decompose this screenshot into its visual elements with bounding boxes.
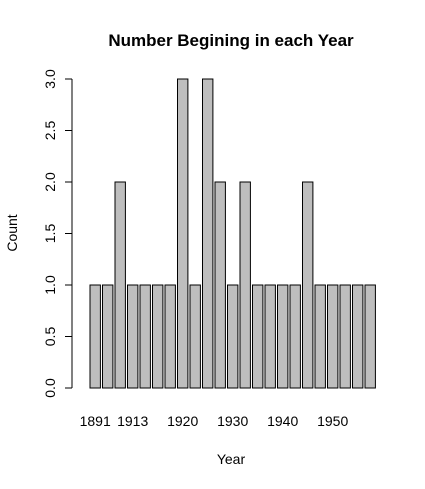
x-tick-label: 1891 [80,413,111,429]
bar [264,284,276,389]
bar [102,284,114,389]
bar [227,284,239,389]
x-tick-label: 1940 [267,413,298,429]
y-axis-label: Count [4,214,20,251]
y-tick-label: 0.0 [42,378,58,398]
y-tick-label: 0.5 [42,327,58,347]
bar [364,284,376,389]
bar [189,284,201,389]
x-tick-label: 1950 [317,413,348,429]
y-tick-label: 2.0 [42,172,58,192]
x-tick-label: 1920 [167,413,198,429]
bar [202,78,214,389]
bar [177,78,189,389]
bar [139,284,151,389]
bar [127,284,139,389]
bar [214,181,226,389]
bar [239,181,251,389]
x-tick-labels: 1891 1913 1920 1930 1940 1950 [80,413,349,429]
x-tick-label: 1913 [117,413,148,429]
bar [164,284,176,389]
x-axis-label: Year [217,451,246,467]
bar [114,181,126,389]
bar [339,284,351,389]
x-tick-label: 1930 [217,413,248,429]
bars-group [89,78,376,389]
bar [289,284,301,389]
y-tick-label: 2.5 [42,121,58,141]
y-axis: 0.0 0.5 1.0 1.5 2.0 2.5 3.0 [42,69,73,398]
y-tick-label: 1.0 [42,275,58,295]
bar [152,284,164,389]
chart-title: Number Begining in each Year [108,31,354,50]
bar [252,284,264,389]
bar [314,284,326,389]
y-tick-label: 1.5 [42,224,58,244]
bar [277,284,289,389]
bar [302,181,314,389]
bar [327,284,339,389]
y-tick-label: 3.0 [42,69,58,89]
bar [89,284,101,389]
bar [352,284,364,389]
